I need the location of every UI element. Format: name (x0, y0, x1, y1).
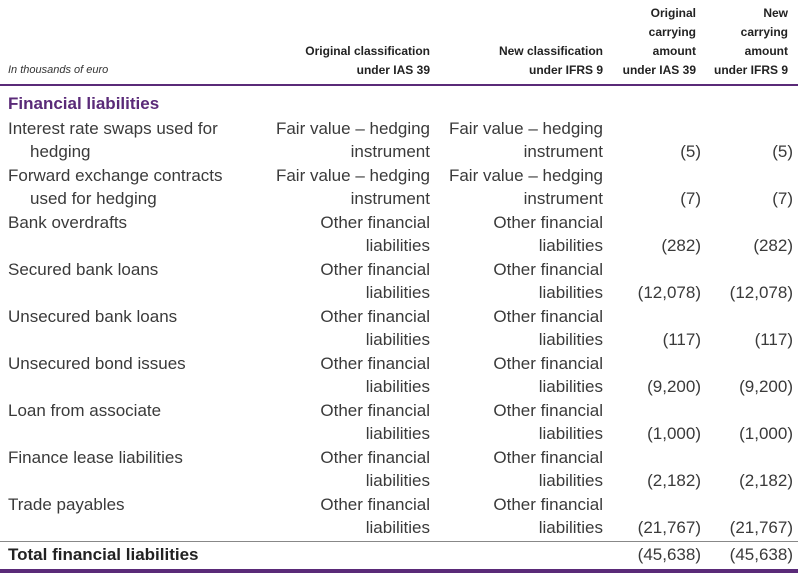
original-classification: Other financial (320, 213, 430, 232)
original-classification: Other financial (320, 401, 430, 420)
new-classification: liabilities (538, 330, 603, 349)
column-header: amount (652, 44, 696, 58)
original-classification: instrument (350, 142, 430, 161)
new-amount: (5) (772, 142, 793, 161)
total-new-amount: (45,638) (729, 545, 793, 564)
row-label: Finance lease liabilities (8, 448, 183, 467)
column-header: New (763, 6, 788, 20)
new-classification: liabilities (538, 377, 603, 396)
new-amount: (7) (772, 189, 793, 208)
original-classification: liabilities (365, 236, 430, 255)
new-amount: (21,767) (729, 518, 793, 537)
row-label: hedging (30, 142, 91, 161)
new-classification: instrument (523, 142, 603, 161)
original-amount: (5) (680, 142, 701, 161)
new-amount: (117) (754, 330, 793, 349)
original-classification: liabilities (365, 330, 430, 349)
total-original-amount: (45,638) (637, 545, 701, 564)
new-classification: Fair value – hedging (448, 119, 603, 138)
row-label: Bank overdrafts (8, 213, 128, 232)
column-header: under IAS 39 (356, 63, 430, 77)
original-amount: (21,767) (637, 518, 701, 537)
original-classification: Other financial (320, 495, 430, 514)
new-amount: (12,078) (729, 283, 793, 302)
new-amount: (282) (753, 236, 793, 255)
row-label: Trade payables (8, 495, 125, 514)
new-amount: (9,200) (739, 377, 793, 396)
new-classification: liabilities (538, 236, 603, 255)
new-amount: (1,000) (739, 424, 793, 443)
original-amount: (117) (662, 330, 701, 349)
original-classification: liabilities (365, 471, 430, 490)
original-amount: (2,182) (647, 471, 701, 490)
original-amount: (282) (661, 236, 701, 255)
original-classification: liabilities (365, 377, 430, 396)
original-amount: (12,078) (637, 283, 701, 302)
row-label: Unsecured bank loans (8, 307, 178, 326)
original-classification: liabilities (365, 283, 430, 302)
original-classification: Fair value – hedging (275, 166, 430, 185)
column-header: New classification (498, 44, 603, 58)
new-classification: Fair value – hedging (448, 166, 603, 185)
new-classification: liabilities (538, 424, 603, 443)
original-classification: Other financial (320, 307, 430, 326)
new-classification: Other financial (493, 213, 603, 232)
new-classification: Other financial (493, 354, 603, 373)
original-classification: Other financial (320, 354, 430, 373)
original-amount: (7) (680, 189, 701, 208)
column-header: under IFRS 9 (528, 63, 603, 77)
row-label: Unsecured bond issues (8, 354, 186, 373)
original-classification: Other financial (320, 260, 430, 279)
column-header: carrying (648, 25, 696, 39)
column-header: Original (650, 6, 696, 20)
column-header: Original classification (305, 44, 430, 58)
original-classification: liabilities (365, 518, 430, 537)
section-title: Financial liabilities (8, 94, 160, 113)
total-label: Total financial liabilities (8, 545, 199, 564)
new-classification: Other financial (493, 401, 603, 420)
column-header: under IFRS 9 (713, 63, 788, 77)
original-amount: (9,200) (647, 377, 701, 396)
unit-note: In thousands of euro (8, 64, 109, 76)
original-classification: Other financial (320, 448, 430, 467)
row-label: Secured bank loans (8, 260, 159, 279)
row-label: Interest rate swaps used for (8, 119, 218, 138)
bottom-rule (0, 569, 798, 573)
total-rule (0, 541, 798, 542)
column-header: carrying (740, 25, 788, 39)
header-rule (0, 84, 798, 86)
new-classification: instrument (523, 189, 603, 208)
original-classification: instrument (350, 189, 430, 208)
original-amount: (1,000) (647, 424, 701, 443)
row-label: Forward exchange contracts (8, 166, 223, 185)
new-classification: liabilities (538, 283, 603, 302)
original-classification: Fair value – hedging (275, 119, 430, 138)
new-classification: Other financial (493, 307, 603, 326)
new-classification: Other financial (493, 448, 603, 467)
column-header: amount (744, 44, 788, 58)
column-header: under IAS 39 (622, 63, 696, 77)
original-classification: liabilities (365, 424, 430, 443)
new-amount: (2,182) (739, 471, 793, 490)
new-classification: Other financial (493, 495, 603, 514)
row-label: used for hedging (30, 189, 157, 208)
row-label: Loan from associate (8, 401, 162, 420)
new-classification: Other financial (493, 260, 603, 279)
new-classification: liabilities (538, 518, 603, 537)
new-classification: liabilities (538, 471, 603, 490)
